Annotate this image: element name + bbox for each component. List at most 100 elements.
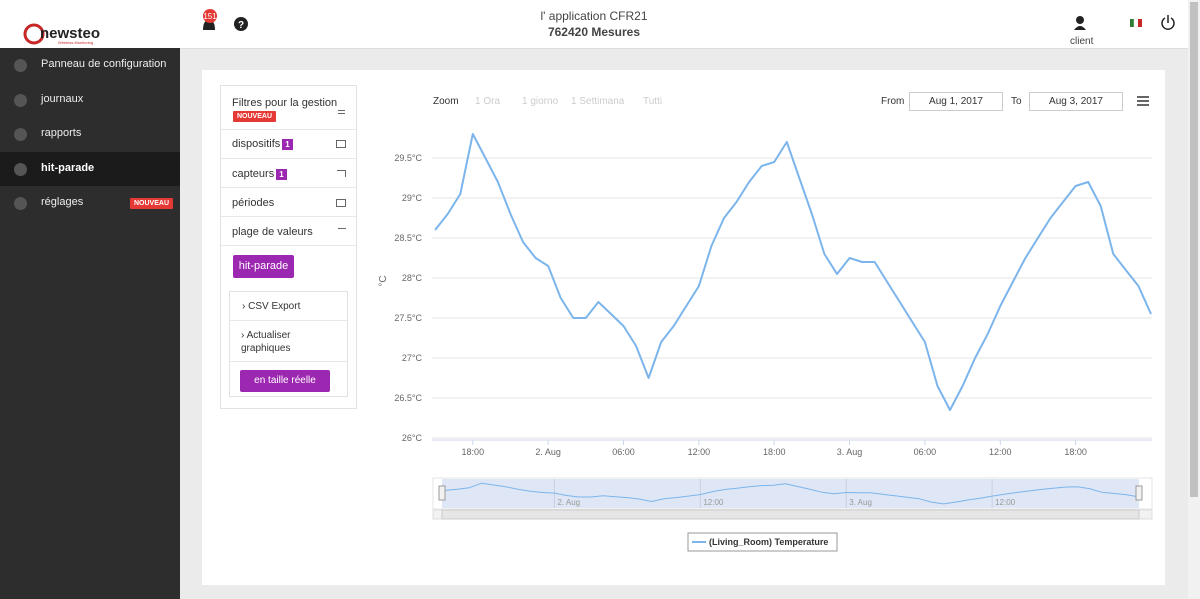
y-tick-label: 29.5°C: [394, 153, 422, 163]
navigator-scrollbar-thumb[interactable]: [441, 509, 1140, 520]
zoom-option[interactable]: 1 Settimana: [571, 96, 625, 107]
nav-label: Panneau de configuration: [41, 58, 167, 70]
navigator-line: [444, 482, 1139, 505]
y-tick-label: 26.5°C: [394, 393, 422, 403]
filter-row[interactable]: capteurs 1: [221, 159, 356, 188]
filter-count: 1: [276, 169, 287, 180]
y-tick-label: 27.5°C: [394, 313, 422, 323]
actions-box: › CSV Export › Actualiser graphiques en …: [229, 291, 348, 397]
y-tick-label: 28.5°C: [394, 233, 422, 243]
filter-panel: Filtres pour la gestion NOUVEAU disposit…: [220, 85, 357, 409]
x-tick-label: 12:00: [688, 447, 711, 457]
hit-parade-button[interactable]: hit-parade: [233, 255, 294, 278]
temperature-line: [434, 133, 1152, 411]
navigator-tick-label: 12:00: [995, 498, 1016, 507]
user-name[interactable]: client: [1070, 36, 1094, 47]
logo-art: newsteo Wireless Monitoring: [23, 23, 100, 45]
navigator-mask[interactable]: [442, 479, 1139, 508]
filter-header[interactable]: Filtres pour la gestion NOUVEAU: [221, 86, 356, 130]
sidebar: newsteo Wireless Monitoring Panneau de c…: [0, 0, 180, 599]
menu-icon[interactable]: [1137, 96, 1149, 106]
scrollbar-thumb[interactable]: [1190, 2, 1198, 497]
help-icon[interactable]: [234, 17, 248, 31]
nav-item[interactable]: réglages NOUVEAU: [0, 186, 180, 220]
refresh-charts[interactable]: › Actualiser graphiques: [241, 330, 291, 354]
x-tick-label: 3. Aug: [837, 447, 863, 457]
x-tick-label: 06:00: [914, 447, 937, 457]
flag[interactable]: [1130, 19, 1134, 27]
y-axis-label: °C: [378, 275, 389, 286]
csv-export[interactable]: › CSV Export: [242, 301, 301, 312]
zoom-label: Zoom: [433, 96, 459, 107]
logo-mark: [23, 23, 45, 45]
filter-row[interactable]: périodes: [221, 188, 356, 217]
filter-icon: [338, 228, 346, 235]
menu-bar: [1137, 100, 1149, 102]
nav-item[interactable]: hit-parade: [0, 152, 180, 186]
filter-row-content: dispositifs 1: [232, 138, 293, 150]
to-label: To: [1011, 96, 1022, 107]
user-icon[interactable]: [1076, 16, 1084, 24]
user-icon-body: [1074, 26, 1086, 30]
nav-item[interactable]: rapports: [0, 117, 180, 151]
new-badge: NOUVEAU: [233, 111, 277, 122]
nav-label: réglages: [41, 196, 84, 208]
filter-label: dispositifs: [232, 138, 281, 150]
filter-label: périodes: [232, 197, 275, 209]
top-bar: 151 ? l' application CFR21 762420 Mesure…: [180, 0, 1188, 49]
from-input[interactable]: Aug 1, 2017: [909, 92, 1003, 111]
from-label: From: [881, 96, 905, 107]
logo-text: newsteo: [40, 25, 100, 42]
navigator-tick-label: 12:00: [703, 498, 724, 507]
new-badge: NOUVEAU: [130, 198, 174, 209]
legend-label[interactable]: (Living_Room) Temperature: [709, 537, 828, 547]
app-title: l' application CFR21: [540, 9, 648, 23]
y-tick-label: 29°C: [402, 193, 423, 203]
logo[interactable]: newsteo Wireless Monitoring: [0, 0, 180, 48]
legend-box: [687, 532, 838, 552]
filter-row[interactable]: plage de valeurs: [221, 217, 356, 246]
power-icon[interactable]: [1161, 15, 1175, 30]
navigator-handle[interactable]: [1135, 485, 1143, 501]
zoom-option[interactable]: 1 Ora: [475, 96, 501, 107]
to-input[interactable]: Aug 3, 2017: [1029, 92, 1123, 111]
x-tick-label: 18:00: [462, 447, 485, 457]
y-tick-label: 27°C: [402, 353, 423, 363]
navigator-tick-label: 2. Aug: [557, 498, 580, 507]
action-label: CSV Export: [248, 301, 301, 312]
full-size-button[interactable]: en taille réelle: [240, 370, 330, 392]
nav-label: rapports: [41, 127, 82, 139]
top-icons: 151 ?: [203, 9, 1175, 31]
nav-item[interactable]: Panneau de configuration: [0, 48, 180, 82]
notification-badge: [203, 9, 217, 23]
divider: [230, 320, 347, 321]
navigator-handle[interactable]: [438, 485, 446, 501]
filter-icon: [338, 110, 345, 114]
x-tick-label: 18:00: [763, 447, 786, 457]
filter-title: Filtres pour la gestion: [232, 97, 338, 109]
x-tick-label: 2. Aug: [535, 447, 561, 457]
zoom-option[interactable]: Tutti: [643, 96, 663, 107]
zoom-option[interactable]: 1 giorno: [522, 96, 559, 107]
menu-bar: [1137, 104, 1149, 106]
x-tick-label: 06:00: [612, 447, 635, 457]
nav-item[interactable]: journaux: [0, 83, 180, 117]
filter-count: 1: [282, 139, 293, 150]
filter-row-content: capteurs 1: [232, 168, 287, 180]
filter-icon: [336, 140, 346, 148]
app-subtitle: 762420 Mesures: [547, 25, 641, 39]
y-tick-label: 28°C: [402, 273, 423, 283]
nav-label: hit-parade: [41, 162, 95, 174]
notification-count: 151: [203, 12, 217, 21]
filter-label: plage de valeurs: [232, 226, 313, 238]
nav-label: journaux: [41, 93, 84, 105]
action-label: Actualiser graphiques: [241, 330, 291, 354]
filter-icon: [337, 170, 346, 177]
filter-row[interactable]: dispositifs 1: [221, 129, 356, 159]
logo-tagline: Wireless Monitoring: [58, 40, 93, 45]
y-tick-label: 26°C: [402, 433, 423, 443]
divider: [230, 361, 347, 362]
x-tick-label: 12:00: [989, 447, 1012, 457]
